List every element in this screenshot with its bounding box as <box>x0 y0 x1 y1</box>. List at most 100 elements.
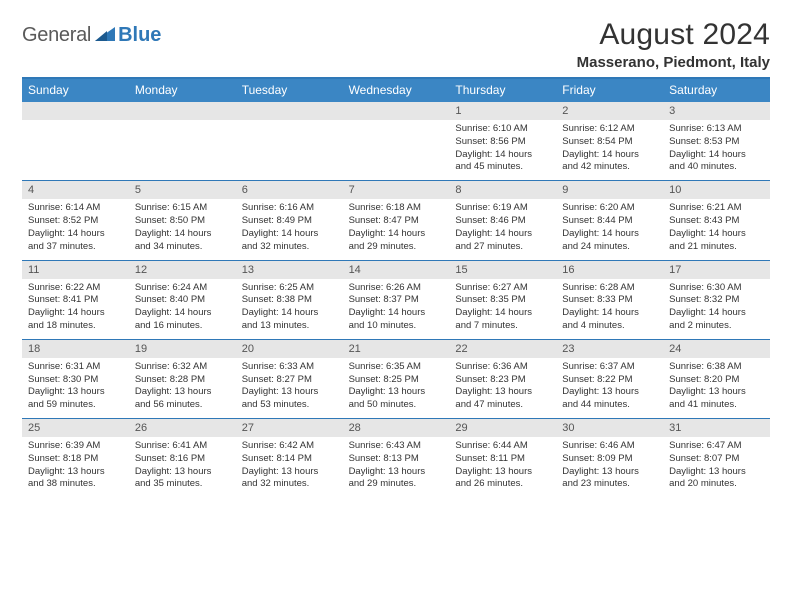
day-detail-cell <box>236 120 343 180</box>
day-detail-cell: Sunrise: 6:12 AMSunset: 8:54 PMDaylight:… <box>556 120 663 180</box>
day-detail-cell: Sunrise: 6:21 AMSunset: 8:43 PMDaylight:… <box>663 199 770 259</box>
day-daylight2-text: and 35 minutes. <box>135 478 230 491</box>
day-sunrise-text: Sunrise: 6:35 AM <box>349 361 444 374</box>
location-subtitle: Masserano, Piedmont, Italy <box>577 54 770 71</box>
day-sunrise-text: Sunrise: 6:13 AM <box>669 123 764 136</box>
day-daylight2-text: and 37 minutes. <box>28 241 123 254</box>
header: General Blue August 2024 Masserano, Pied… <box>22 18 770 71</box>
day-detail-cell: Sunrise: 6:10 AMSunset: 8:56 PMDaylight:… <box>449 120 556 180</box>
day-detail-cell: Sunrise: 6:16 AMSunset: 8:49 PMDaylight:… <box>236 199 343 259</box>
day-detail-cell: Sunrise: 6:24 AMSunset: 8:40 PMDaylight:… <box>129 279 236 339</box>
week-daynum-row: 25262728293031 <box>22 418 770 437</box>
day-number: 19 <box>129 340 236 358</box>
day-daylight1-text: Daylight: 13 hours <box>242 466 337 479</box>
day-number: 20 <box>236 340 343 358</box>
day-number <box>236 102 343 120</box>
day-daylight1-text: Daylight: 14 hours <box>562 149 657 162</box>
day-daylight1-text: Daylight: 14 hours <box>669 149 764 162</box>
day-sunset-text: Sunset: 8:54 PM <box>562 136 657 149</box>
day-sunset-text: Sunset: 8:35 PM <box>455 294 550 307</box>
day-daylight2-text: and 2 minutes. <box>669 320 764 333</box>
day-sunrise-text: Sunrise: 6:14 AM <box>28 202 123 215</box>
day-detail-cell: Sunrise: 6:44 AMSunset: 8:11 PMDaylight:… <box>449 437 556 497</box>
day-daylight2-text: and 59 minutes. <box>28 399 123 412</box>
day-daylight1-text: Daylight: 14 hours <box>669 228 764 241</box>
day-number: 16 <box>556 261 663 279</box>
day-of-week-label: Friday <box>556 79 663 102</box>
day-daylight2-text: and 16 minutes. <box>135 320 230 333</box>
month-title: August 2024 <box>577 18 770 52</box>
day-daylight1-text: Daylight: 13 hours <box>242 386 337 399</box>
day-number: 2 <box>556 102 663 120</box>
day-detail-cell: Sunrise: 6:26 AMSunset: 8:37 PMDaylight:… <box>343 279 450 339</box>
day-detail-cell: Sunrise: 6:32 AMSunset: 8:28 PMDaylight:… <box>129 358 236 418</box>
brand-logo: General Blue <box>22 24 161 47</box>
calendar-page: General Blue August 2024 Masserano, Pied… <box>0 0 792 507</box>
day-sunset-text: Sunset: 8:22 PM <box>562 374 657 387</box>
day-daylight2-text: and 40 minutes. <box>669 161 764 174</box>
week-detail-row: Sunrise: 6:39 AMSunset: 8:18 PMDaylight:… <box>22 437 770 497</box>
week-daynum-row: 45678910 <box>22 180 770 199</box>
day-daylight1-text: Daylight: 14 hours <box>242 307 337 320</box>
day-sunset-text: Sunset: 8:28 PM <box>135 374 230 387</box>
week-daynum-row: 123 <box>22 102 770 120</box>
day-of-week-label: Tuesday <box>236 79 343 102</box>
day-sunset-text: Sunset: 8:40 PM <box>135 294 230 307</box>
day-daylight1-text: Daylight: 13 hours <box>28 386 123 399</box>
day-sunset-text: Sunset: 8:49 PM <box>242 215 337 228</box>
week-detail-row: Sunrise: 6:22 AMSunset: 8:41 PMDaylight:… <box>22 279 770 339</box>
day-detail-cell: Sunrise: 6:42 AMSunset: 8:14 PMDaylight:… <box>236 437 343 497</box>
day-detail-cell: Sunrise: 6:46 AMSunset: 8:09 PMDaylight:… <box>556 437 663 497</box>
day-sunset-text: Sunset: 8:37 PM <box>349 294 444 307</box>
day-number: 4 <box>22 181 129 199</box>
day-sunrise-text: Sunrise: 6:37 AM <box>562 361 657 374</box>
day-daylight1-text: Daylight: 14 hours <box>28 307 123 320</box>
day-detail-cell: Sunrise: 6:27 AMSunset: 8:35 PMDaylight:… <box>449 279 556 339</box>
day-daylight1-text: Daylight: 14 hours <box>455 307 550 320</box>
brand-word-2: Blue <box>118 24 161 47</box>
week-detail-row: Sunrise: 6:31 AMSunset: 8:30 PMDaylight:… <box>22 358 770 418</box>
weeks-container: 123Sunrise: 6:10 AMSunset: 8:56 PMDaylig… <box>22 102 770 497</box>
day-sunrise-text: Sunrise: 6:46 AM <box>562 440 657 453</box>
day-sunset-text: Sunset: 8:41 PM <box>28 294 123 307</box>
day-sunrise-text: Sunrise: 6:31 AM <box>28 361 123 374</box>
day-number: 28 <box>343 419 450 437</box>
day-sunrise-text: Sunrise: 6:43 AM <box>349 440 444 453</box>
day-daylight2-text: and 20 minutes. <box>669 478 764 491</box>
day-number: 9 <box>556 181 663 199</box>
day-daylight2-text: and 7 minutes. <box>455 320 550 333</box>
day-daylight2-text: and 53 minutes. <box>242 399 337 412</box>
day-sunrise-text: Sunrise: 6:42 AM <box>242 440 337 453</box>
day-number: 8 <box>449 181 556 199</box>
day-sunset-text: Sunset: 8:43 PM <box>669 215 764 228</box>
day-daylight1-text: Daylight: 13 hours <box>669 386 764 399</box>
day-sunset-text: Sunset: 8:53 PM <box>669 136 764 149</box>
day-sunrise-text: Sunrise: 6:15 AM <box>135 202 230 215</box>
day-daylight2-text: and 32 minutes. <box>242 241 337 254</box>
day-number: 18 <box>22 340 129 358</box>
day-number: 22 <box>449 340 556 358</box>
day-number: 24 <box>663 340 770 358</box>
day-of-week-label: Saturday <box>663 79 770 102</box>
day-sunrise-text: Sunrise: 6:20 AM <box>562 202 657 215</box>
day-daylight2-text: and 32 minutes. <box>242 478 337 491</box>
day-number <box>22 102 129 120</box>
day-daylight1-text: Daylight: 14 hours <box>135 228 230 241</box>
day-of-week-label: Wednesday <box>343 79 450 102</box>
day-detail-cell: Sunrise: 6:18 AMSunset: 8:47 PMDaylight:… <box>343 199 450 259</box>
day-sunrise-text: Sunrise: 6:24 AM <box>135 282 230 295</box>
day-detail-cell: Sunrise: 6:13 AMSunset: 8:53 PMDaylight:… <box>663 120 770 180</box>
day-daylight1-text: Daylight: 13 hours <box>562 466 657 479</box>
day-sunset-text: Sunset: 8:23 PM <box>455 374 550 387</box>
day-daylight1-text: Daylight: 13 hours <box>455 386 550 399</box>
day-daylight2-text: and 45 minutes. <box>455 161 550 174</box>
day-daylight1-text: Daylight: 14 hours <box>349 307 444 320</box>
day-sunset-text: Sunset: 8:13 PM <box>349 453 444 466</box>
day-daylight1-text: Daylight: 13 hours <box>669 466 764 479</box>
day-detail-cell: Sunrise: 6:43 AMSunset: 8:13 PMDaylight:… <box>343 437 450 497</box>
day-daylight2-text: and 13 minutes. <box>242 320 337 333</box>
day-sunrise-text: Sunrise: 6:38 AM <box>669 361 764 374</box>
day-daylight2-text: and 10 minutes. <box>349 320 444 333</box>
day-sunset-text: Sunset: 8:33 PM <box>562 294 657 307</box>
day-daylight2-text: and 21 minutes. <box>669 241 764 254</box>
